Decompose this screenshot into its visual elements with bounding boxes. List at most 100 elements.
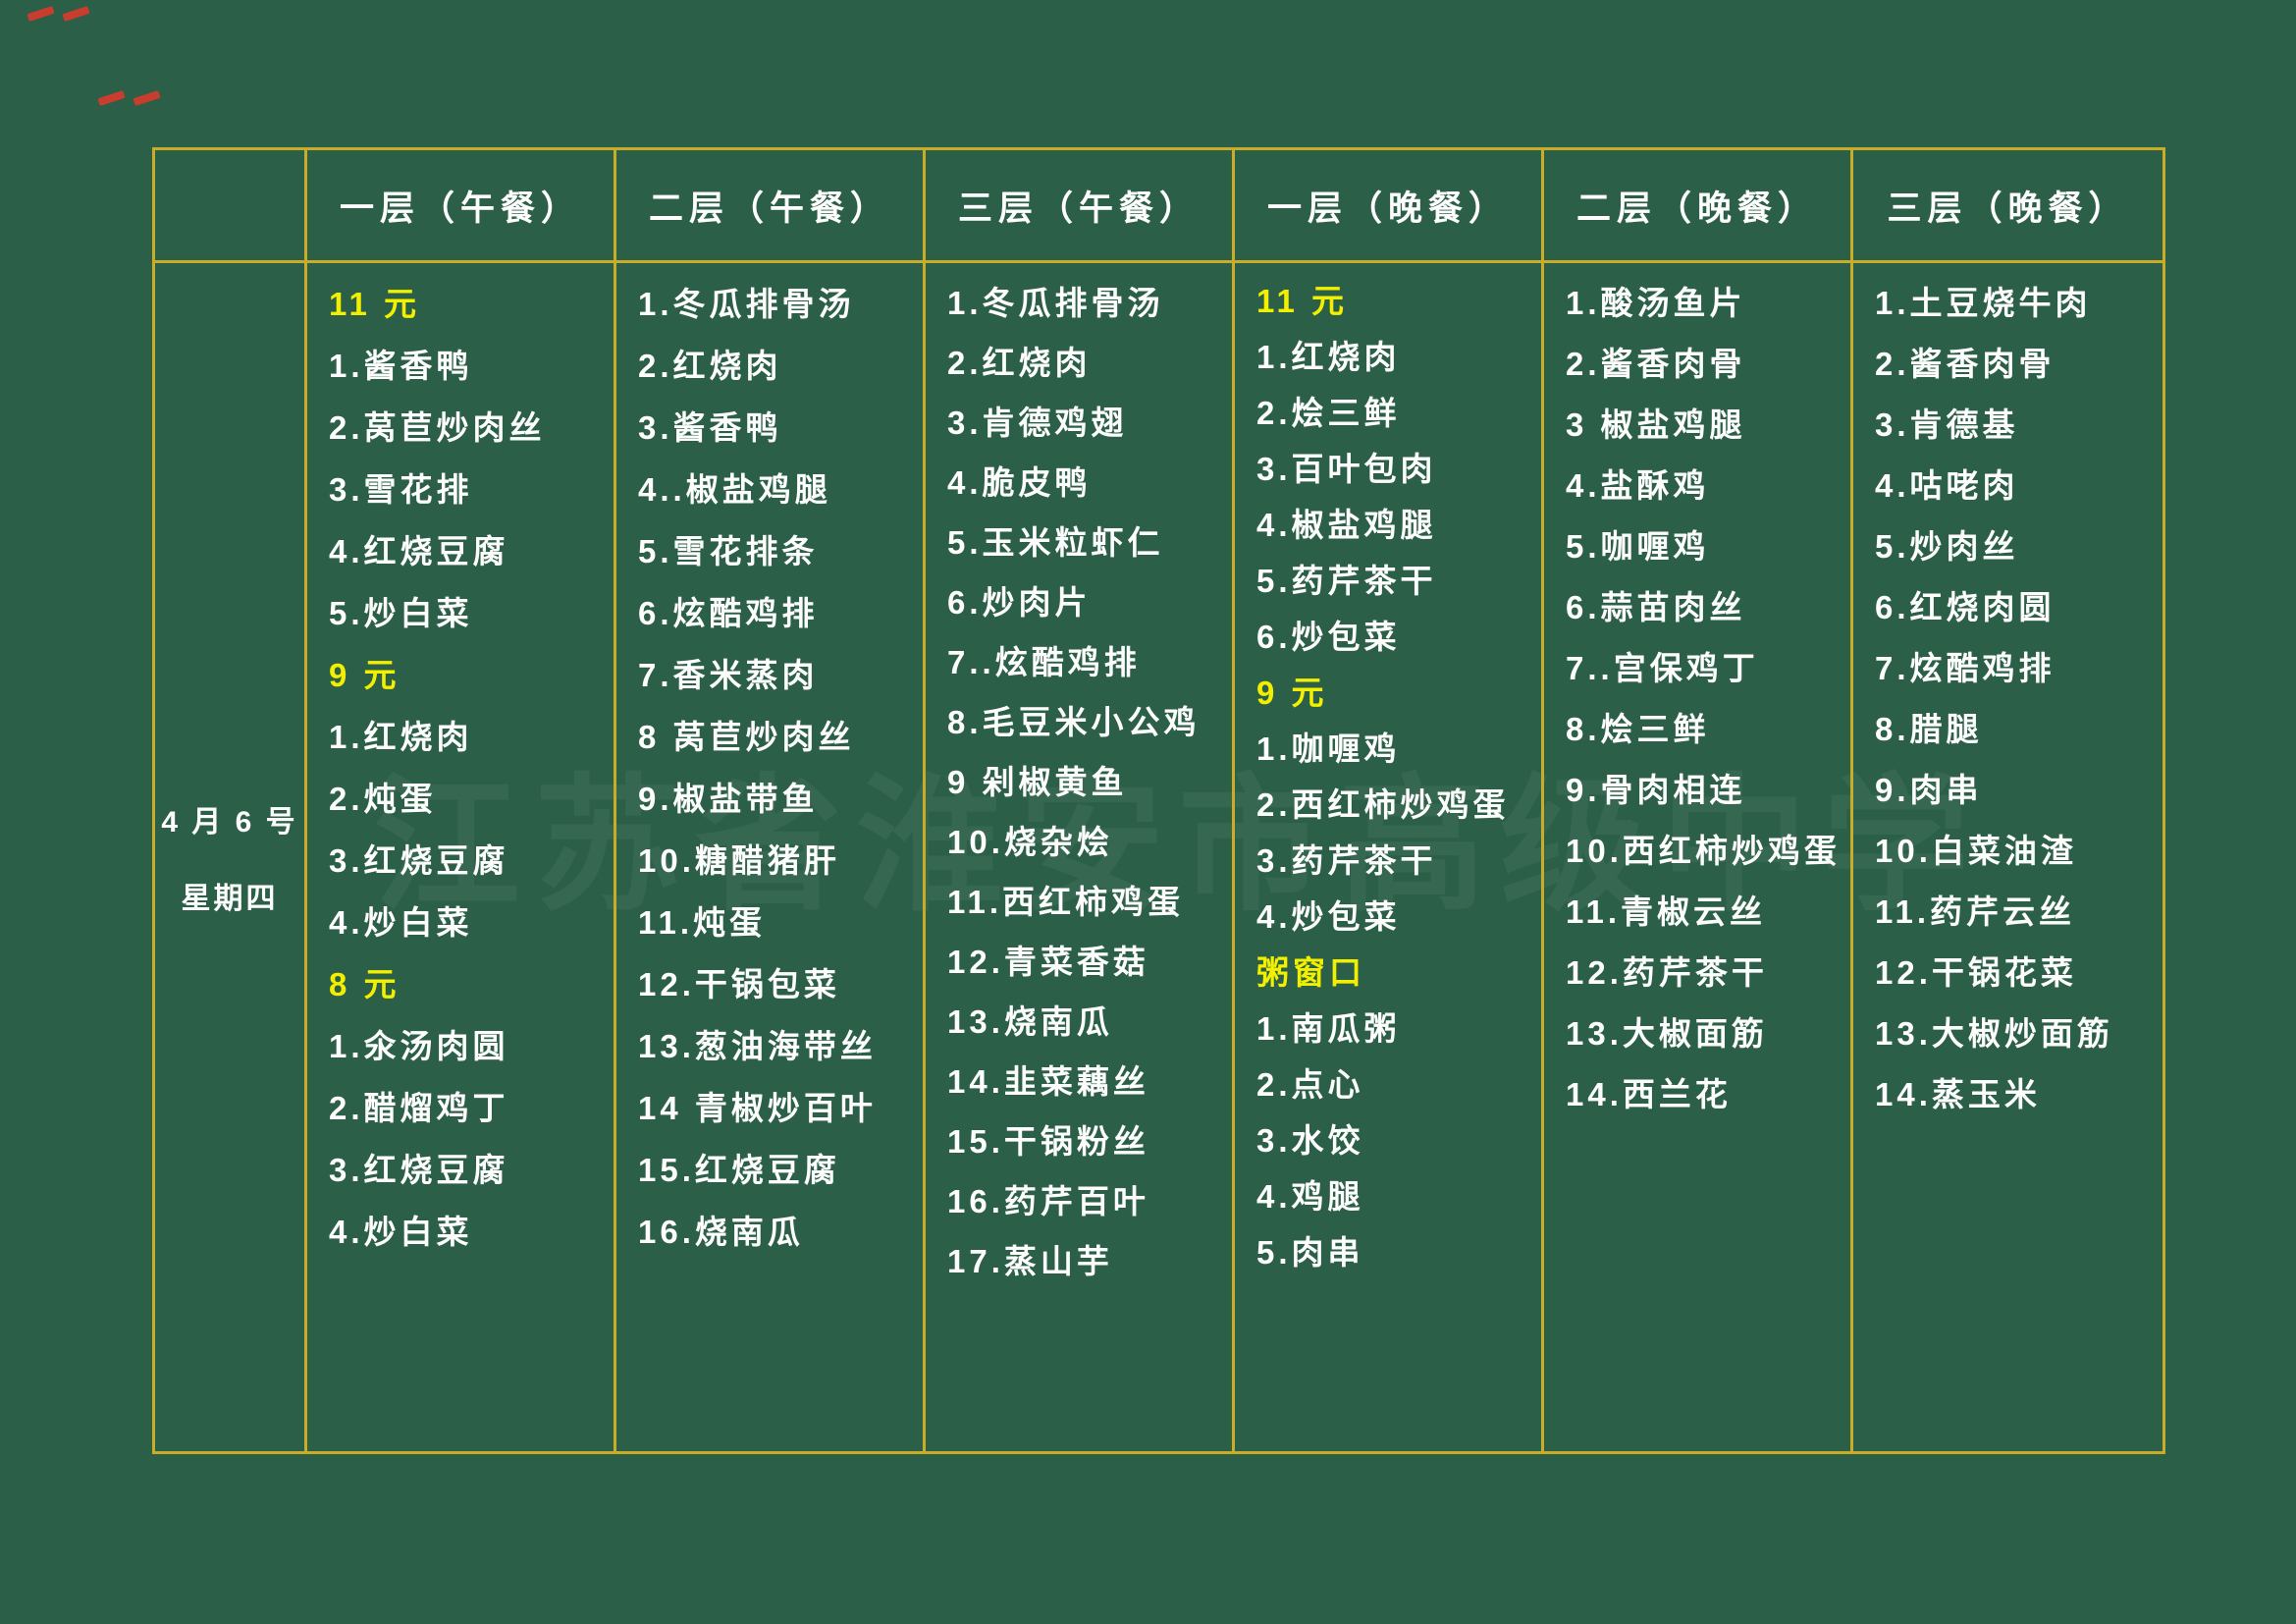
menu-item: 1.冬瓜排骨汤: [638, 286, 855, 322]
menu-item: 2.莴苣炒肉丝: [329, 409, 546, 446]
menu-item: 3.水饺: [1256, 1122, 1364, 1159]
menu-item: 5.炒白菜: [329, 595, 473, 631]
menu-item: 2.酱香肉骨: [1875, 346, 2056, 382]
menu-item: 4.脆皮鸭: [947, 464, 1092, 501]
menu-item: 5.雪花排条: [638, 533, 819, 569]
menu-item: 12.药芹茶干: [1566, 954, 1768, 991]
menu-item: 1.红烧肉: [1256, 339, 1401, 375]
menu-item: 3.百叶包肉: [1256, 451, 1437, 487]
menu-item: 4.红烧豆腐: [329, 533, 509, 569]
menu-item: 8 莴苣炒肉丝: [638, 719, 855, 755]
menu-item: 17.蒸山芋: [947, 1243, 1113, 1279]
menu-item: 9 剁椒黄鱼: [947, 764, 1128, 800]
menu-item: 3 椒盐鸡腿: [1566, 406, 1746, 443]
menu-item: 1.氽汤肉圆: [329, 1028, 509, 1064]
menu-item: 2.炖蛋: [329, 781, 437, 817]
menu-item: 7.香米蒸肉: [638, 657, 819, 693]
menu-item: 14.韭菜藕丝: [947, 1063, 1149, 1100]
menu-item: 3.雪花排: [329, 471, 473, 508]
corner-red-marks: [27, 6, 90, 22]
menu-item: 10.糖醋猪肝: [638, 842, 840, 879]
menu-column-floor2-dinner: 1.酸汤鱼片 2.酱香肉骨 3 椒盐鸡腿 4.盐酥鸡 5.咖喱鸡 6.蒜苗肉丝 7..宫保鸡…: [1544, 263, 1853, 1451]
menu-item: 5.肉串: [1256, 1234, 1364, 1271]
menu-column-floor1-lunch: 11 元 1.酱香鸭 2.莴苣炒肉丝 3.雪花排 4.红烧豆腐 5.炒白菜 9 元 1.红烧肉…: [307, 263, 616, 1451]
menu-item: 13.大椒炒面筋: [1875, 1015, 2113, 1052]
menu-item: 14 青椒炒百叶: [638, 1090, 877, 1126]
menu-item: 15.干锅粉丝: [947, 1123, 1149, 1160]
menu-item: 6.红烧肉圆: [1875, 589, 2056, 625]
menu-column-floor3-dinner: 1.土豆烧牛肉 2.酱香肉骨 3.肯德基 4.咕咾肉 5.炒肉丝 6.红烧肉圆 7.炫酷鸡排…: [1853, 263, 2163, 1451]
menu-item: 16.药芹百叶: [947, 1183, 1149, 1219]
menu-item: 1.酸汤鱼片: [1566, 285, 1746, 321]
menu-item: 8.腊腿: [1875, 711, 1983, 747]
menu-item: 2.酱香肉骨: [1566, 346, 1746, 382]
menu-item: 3.药芹茶干: [1256, 842, 1437, 879]
menu-column-floor1-dinner: 11 元 1.红烧肉 2.烩三鲜 3.百叶包肉 4.椒盐鸡腿 5.药芹茶干 6.炒包菜 9 元…: [1235, 263, 1544, 1451]
menu-item: 3.肯德鸡翅: [947, 405, 1128, 441]
menu-item: 6.蒜苗肉丝: [1566, 589, 1746, 625]
price-label: 粥窗口: [1256, 954, 1365, 991]
menu-item: 1.咖喱鸡: [1256, 731, 1401, 767]
menu-item: 10.烧杂烩: [947, 824, 1113, 860]
menu-item: 2.点心: [1256, 1066, 1364, 1103]
price-label: 9 元: [1256, 675, 1328, 711]
weekday-text: 星期四: [181, 883, 279, 915]
menu-item: 1.红烧肉: [329, 719, 473, 755]
menu-item: 7.炫酷鸡排: [1875, 650, 2056, 686]
menu-item: 9.肉串: [1875, 772, 1983, 808]
menu-item: 14.西兰花: [1566, 1076, 1732, 1112]
menu-item: 8.毛豆米小公鸡: [947, 704, 1201, 740]
menu-item: 7..炫酷鸡排: [947, 644, 1141, 680]
menu-item: 4.咕咾肉: [1875, 467, 2019, 504]
menu-item: 12.青菜香菇: [947, 944, 1149, 980]
column-header-floor1-lunch: 一层（午餐）: [307, 150, 616, 263]
menu-item: 1.土豆烧牛肉: [1875, 285, 2092, 321]
menu-item: 11.西红柿鸡蛋: [947, 884, 1185, 920]
menu-item: 4.炒包菜: [1256, 898, 1401, 935]
menu-item: 13.大椒面筋: [1566, 1015, 1768, 1052]
menu-item: 4.盐酥鸡: [1566, 467, 1710, 504]
menu-item: 8.烩三鲜: [1566, 711, 1710, 747]
menu-item: 2.红烧肉: [638, 348, 782, 384]
menu-item: 3.红烧豆腐: [329, 842, 509, 879]
menu-item: 3.红烧豆腐: [329, 1152, 509, 1188]
menu-item: 3.肯德基: [1875, 406, 2019, 443]
menu-item: 5.药芹茶干: [1256, 563, 1437, 599]
column-header-floor3-lunch: 三层（午餐）: [926, 150, 1235, 263]
menu-item: 4.炒白菜: [329, 904, 473, 941]
menu-item: 5.炒肉丝: [1875, 528, 2019, 565]
menu-item: 13.烧南瓜: [947, 1003, 1113, 1040]
menu-item: 3.酱香鸭: [638, 409, 782, 446]
menu-item: 2.西红柿炒鸡蛋: [1256, 786, 1510, 823]
menu-column-floor2-lunch: 1.冬瓜排骨汤 2.红烧肉 3.酱香鸭 4..椒盐鸡腿 5.雪花排条 6.炫酷鸡排 7.香米…: [616, 263, 926, 1451]
menu-column-floor3-lunch: 1.冬瓜排骨汤 2.红烧肉 3.肯德鸡翅 4.脆皮鸭 5.玉米粒虾仁 6.炒肉片 7..炫酷…: [926, 263, 1235, 1451]
menu-item: 6.炒包菜: [1256, 619, 1401, 655]
menu-item: 4.鸡腿: [1256, 1178, 1364, 1215]
menu-table: 一层（午餐） 二层（午餐） 三层（午餐） 一层（晚餐） 二层（晚餐） 三层（晚餐…: [152, 147, 2165, 1454]
menu-item: 5.咖喱鸡: [1566, 528, 1710, 565]
corner-red-marks: [97, 90, 161, 106]
menu-item: 1.冬瓜排骨汤: [947, 285, 1164, 321]
column-header-floor2-lunch: 二层（午餐）: [616, 150, 926, 263]
menu-item: 13.葱油海带丝: [638, 1028, 877, 1064]
menu-item: 14.蒸玉米: [1875, 1076, 2041, 1112]
menu-item: 4..椒盐鸡腿: [638, 471, 831, 508]
menu-item: 11.青椒云丝: [1566, 893, 1767, 930]
price-label: 11 元: [1256, 283, 1349, 319]
menu-item: 6.炒肉片: [947, 584, 1092, 621]
column-header-floor3-dinner: 三层（晚餐）: [1853, 150, 2163, 263]
menu-item: 12.干锅花菜: [1875, 954, 2077, 991]
column-header-floor1-dinner: 一层（晚餐）: [1235, 150, 1544, 263]
menu-item: 10.白菜油渣: [1875, 833, 2077, 869]
price-label: 11 元: [329, 286, 421, 322]
menu-item: 5.玉米粒虾仁: [947, 524, 1164, 561]
date-text: 4 月 6 号: [161, 806, 298, 839]
menu-item: 4.炒白菜: [329, 1214, 473, 1250]
menu-item: 9.骨肉相连: [1566, 772, 1746, 808]
menu-item: 16.烧南瓜: [638, 1214, 804, 1250]
price-label: 9 元: [329, 657, 400, 693]
menu-item: 9.椒盐带鱼: [638, 781, 819, 817]
column-header-floor2-dinner: 二层（晚餐）: [1544, 150, 1853, 263]
menu-item: 11.炖蛋: [638, 904, 767, 941]
menu-item: 15.红烧豆腐: [638, 1152, 840, 1188]
